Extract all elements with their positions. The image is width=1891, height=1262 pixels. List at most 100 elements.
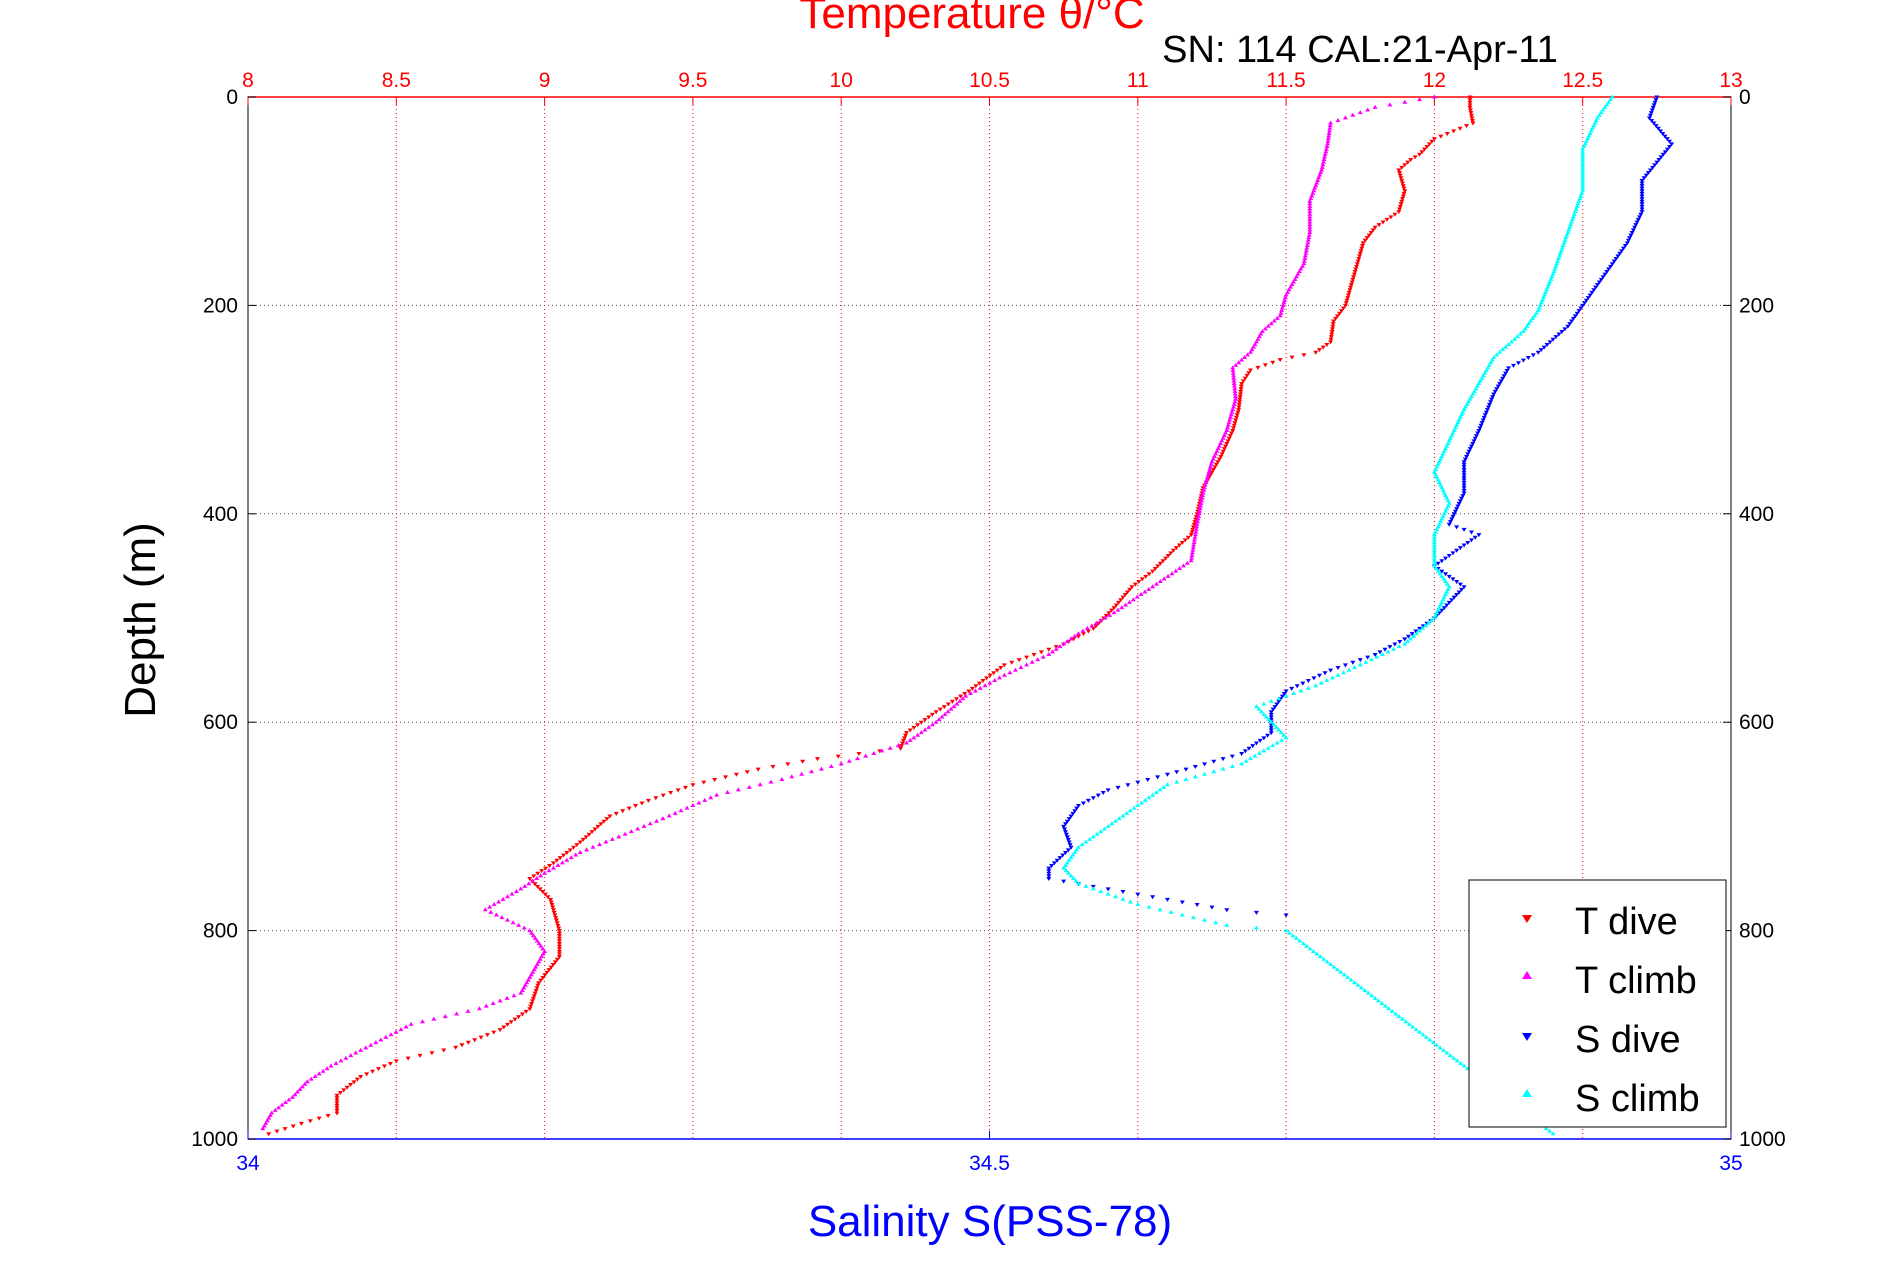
data-point xyxy=(1119,605,1125,610)
data-point xyxy=(1553,263,1559,268)
data-point xyxy=(1083,883,1089,888)
data-point xyxy=(1234,413,1240,418)
data-point xyxy=(1199,495,1205,500)
data-point xyxy=(1553,335,1559,340)
data-point xyxy=(1431,534,1437,539)
data-point xyxy=(1046,869,1052,874)
data-point xyxy=(1061,879,1067,884)
data-point xyxy=(518,886,524,891)
data-point xyxy=(1443,572,1449,577)
data-point xyxy=(1164,897,1170,902)
data-point xyxy=(1164,772,1170,777)
data-point xyxy=(1326,133,1332,138)
data-point xyxy=(1168,909,1174,914)
data-point xyxy=(549,903,555,908)
data-point xyxy=(1184,560,1190,565)
data-point xyxy=(1074,806,1080,811)
legend-marker-s-dive xyxy=(1522,1033,1532,1041)
data-point xyxy=(1123,602,1129,607)
data-point xyxy=(1115,607,1121,612)
data-point xyxy=(1246,371,1252,376)
data-point xyxy=(1602,104,1608,109)
series-t-climb xyxy=(260,94,1437,1131)
data-point xyxy=(1580,172,1586,177)
data-point xyxy=(376,1067,382,1072)
data-point xyxy=(1139,577,1145,582)
data-point xyxy=(1324,143,1330,148)
data-point xyxy=(1543,1126,1549,1131)
data-point xyxy=(1511,336,1517,341)
data-point xyxy=(419,1019,425,1024)
data-point xyxy=(1476,428,1482,433)
data-point xyxy=(1157,561,1163,566)
data-point xyxy=(1018,664,1024,669)
data-point xyxy=(1425,620,1431,625)
data-point xyxy=(1454,1058,1460,1063)
data-point xyxy=(1461,491,1467,496)
data-point xyxy=(1063,832,1069,837)
data-point xyxy=(358,1047,364,1052)
data-point xyxy=(1201,487,1207,492)
data-point xyxy=(899,741,905,746)
data-point xyxy=(556,944,562,949)
data-point xyxy=(1253,910,1259,915)
data-point xyxy=(1558,248,1564,253)
data-point xyxy=(1142,797,1148,802)
data-point xyxy=(1268,715,1274,720)
bottom-tick-label: 35 xyxy=(1719,1152,1742,1175)
data-point xyxy=(1314,180,1320,185)
data-point xyxy=(1105,887,1111,892)
data-point xyxy=(1329,329,1335,334)
left-tick-label: 1000 xyxy=(191,1128,238,1151)
data-point xyxy=(403,1024,409,1029)
top-tick-label: 8 xyxy=(242,69,254,92)
data-point xyxy=(1046,651,1052,656)
data-point xyxy=(835,754,841,759)
data-point xyxy=(1633,223,1639,228)
data-point xyxy=(548,897,554,902)
data-point xyxy=(574,843,580,848)
data-point xyxy=(1451,595,1457,600)
data-point xyxy=(1313,683,1319,688)
data-point xyxy=(1439,608,1445,613)
data-point xyxy=(1176,543,1182,548)
legend-item-t-dive: T dive xyxy=(1522,901,1678,943)
right-tick-label: 800 xyxy=(1739,920,1774,943)
data-point xyxy=(1230,365,1236,370)
data-point xyxy=(613,811,619,816)
data-point xyxy=(1325,141,1331,146)
bottom-tick-label: 34.5 xyxy=(969,1152,1010,1175)
data-point xyxy=(1468,444,1474,449)
data-point xyxy=(1489,397,1495,402)
data-point xyxy=(1190,527,1196,532)
data-point xyxy=(785,762,791,767)
data-point xyxy=(1135,780,1141,785)
data-point xyxy=(1443,556,1449,561)
data-point xyxy=(1080,628,1086,633)
data-point xyxy=(1095,793,1101,798)
data-point xyxy=(1377,650,1383,655)
data-point xyxy=(1571,211,1577,216)
data-point xyxy=(1327,125,1333,130)
data-point xyxy=(1079,842,1085,847)
data-point xyxy=(616,834,622,839)
data-point xyxy=(1102,615,1108,620)
data-point xyxy=(1007,670,1013,675)
data-point xyxy=(559,860,565,865)
data-point xyxy=(1281,692,1287,697)
data-point xyxy=(1278,730,1284,735)
data-point xyxy=(568,855,574,860)
data-point xyxy=(552,913,558,918)
data-point xyxy=(903,740,909,745)
data-point xyxy=(1263,714,1269,719)
data-point xyxy=(1410,1024,1416,1029)
data-point xyxy=(1012,667,1018,672)
data-point xyxy=(1195,519,1201,524)
data-point xyxy=(556,936,562,941)
data-point xyxy=(546,868,552,873)
top-tick-label: 9 xyxy=(539,69,551,92)
data-point xyxy=(1318,170,1324,175)
serial-calibration-annotation: SN: 114 CAL:21-Apr-11 xyxy=(1162,29,1558,71)
data-point xyxy=(552,960,558,965)
data-point xyxy=(1213,920,1219,925)
